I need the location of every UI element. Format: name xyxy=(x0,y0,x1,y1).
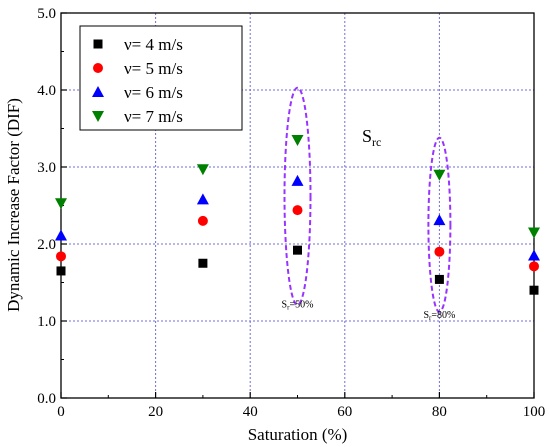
ellipse-label-base: S xyxy=(282,300,288,311)
legend-label-series-2: ν= 5 m/s xyxy=(124,59,183,78)
data-point-series-1 xyxy=(56,266,66,276)
legend-marker-series-3 xyxy=(92,86,104,97)
src-annotation: Src xyxy=(362,126,381,149)
ellipse-label-sub: r xyxy=(287,304,290,312)
src-annotation-base: S xyxy=(362,126,372,146)
data-point-series-3 xyxy=(196,193,209,205)
y-tick-label: 4.0 xyxy=(37,83,56,99)
data-point-series-2 xyxy=(197,215,208,226)
tick-labels: 0 20 40 60 80 100 0.0 1.0 2.0 3.0 4.0 5.0 xyxy=(37,6,545,420)
x-axis-label: Saturation (%) xyxy=(248,425,348,444)
highlight-ellipse xyxy=(427,136,452,313)
y-tick-label: 1.0 xyxy=(37,314,56,330)
y-axis-label: Dynamic Increase Factor (DIF) xyxy=(4,98,23,312)
legend-marker-series-1 xyxy=(93,39,103,49)
data-point-series-1 xyxy=(198,258,208,268)
data-point-series-4 xyxy=(196,164,209,176)
data-point-series-3 xyxy=(291,174,304,186)
data-point-series-4 xyxy=(433,169,446,181)
src-annotation-sub: rc xyxy=(372,135,381,149)
data-point-series-1 xyxy=(529,285,539,295)
x-tick-label: 100 xyxy=(523,404,546,420)
y-tick-label: 5.0 xyxy=(37,6,56,22)
ellipse-label-rest: =50% xyxy=(289,300,313,311)
highlight-ellipses: Sr=50%Sr=80% xyxy=(282,86,455,322)
data-point-series-4 xyxy=(291,135,304,147)
y-tick-label: 3.0 xyxy=(37,160,56,176)
data-point-series-3 xyxy=(433,214,446,226)
legend-label-series-3: ν= 6 m/s xyxy=(124,83,183,102)
ellipse-label-base: S xyxy=(423,310,429,321)
ellipse-label: Sr=50% xyxy=(282,300,314,312)
legend-marker-series-4 xyxy=(92,111,104,122)
legend: ν= 4 m/s ν= 5 m/s ν= 6 m/s ν= 7 m/s xyxy=(79,25,243,131)
data-point-series-2 xyxy=(56,251,66,262)
data-point-series-3 xyxy=(55,229,67,241)
ellipse-label: Sr=80% xyxy=(423,310,455,322)
legend-label-series-1: ν= 4 m/s xyxy=(124,35,183,54)
y-tick-label: 0.0 xyxy=(37,391,56,407)
data-point-series-1 xyxy=(434,274,444,284)
legend-box xyxy=(79,25,243,131)
x-tick-label: 60 xyxy=(337,404,352,420)
ellipse-label-rest: =80% xyxy=(431,310,455,321)
data-point-series-4 xyxy=(55,198,67,210)
data-point-series-3 xyxy=(528,249,540,261)
x-tick-label: 20 xyxy=(148,404,163,420)
data-point-series-1 xyxy=(293,245,302,255)
highlight-ellipse xyxy=(283,86,312,306)
data-points xyxy=(55,135,540,295)
grid-lines xyxy=(61,13,534,398)
legend-marker-series-2 xyxy=(93,63,103,73)
data-point-series-2 xyxy=(529,261,539,272)
data-point-series-2 xyxy=(292,205,303,216)
data-point-series-2 xyxy=(434,246,445,257)
x-tick-label: 40 xyxy=(243,404,258,420)
ellipse-label-sub: r xyxy=(429,314,432,322)
x-tick-label: 0 xyxy=(57,404,65,420)
y-tick-label: 2.0 xyxy=(37,237,56,253)
legend-label-series-4: ν= 7 m/s xyxy=(124,107,183,126)
data-point-series-4 xyxy=(528,227,540,239)
x-tick-label: 80 xyxy=(432,404,447,420)
